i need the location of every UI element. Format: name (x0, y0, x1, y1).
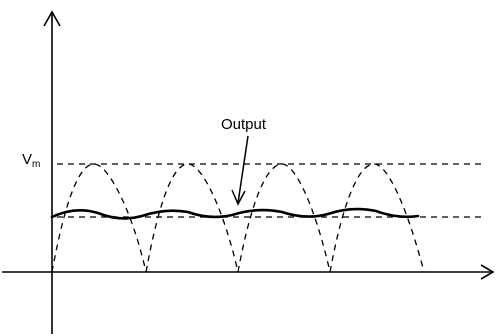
output-label: Output (221, 116, 267, 133)
rectified-hump-1 (51, 163, 147, 273)
vm-label-main: V (22, 151, 32, 168)
rectified-hump-4 (329, 163, 425, 273)
rectified-hump-2 (145, 163, 239, 273)
vm-label-subscript: m (32, 159, 40, 170)
rectified-sine-humps (51, 163, 425, 273)
vm-label: Vm (22, 151, 40, 170)
output-waveform (50, 207, 420, 220)
output-pointer-arrow (231, 135, 249, 206)
x-axis-arrowhead (480, 264, 495, 280)
y-axis-arrowhead (43, 10, 61, 27)
rectified-hump-3 (237, 163, 331, 273)
